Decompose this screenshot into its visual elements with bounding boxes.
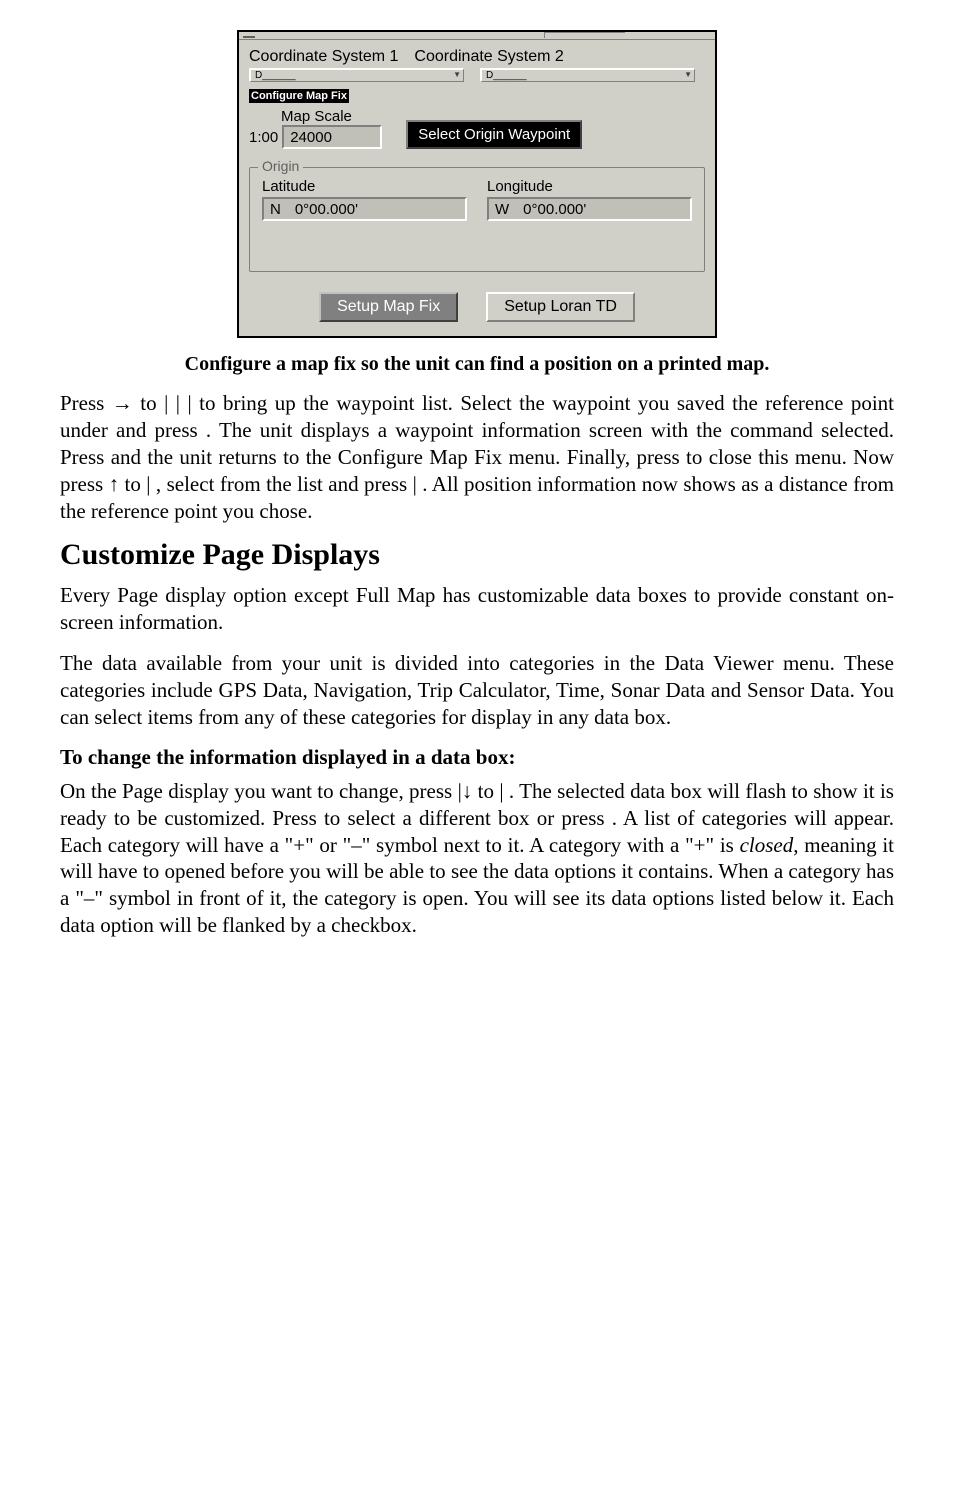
heading-customize-page-displays: Customize Page Displays (60, 538, 894, 572)
origin-legend: Origin (258, 158, 303, 174)
dialog-body: Map Scale 1:00 24000 Select Origin Waypo… (239, 108, 715, 336)
p1-part-d: | (187, 391, 199, 415)
latitude-hemisphere: N (270, 201, 281, 218)
p1-part-h: and the unit returns to the Configure Ma… (111, 445, 686, 469)
origin-group: Origin Latitude N 0°00.000' Longitude W (249, 167, 705, 272)
p1-part-a: Press → to (60, 391, 164, 415)
map-scale-row: Map Scale 1:00 24000 Select Origin Waypo… (249, 108, 705, 149)
latitude-column: Latitude N 0°00.000' (262, 178, 467, 221)
paragraph-3: The data available from your unit is div… (60, 650, 894, 731)
longitude-column: Longitude W 0°00.000' (487, 178, 692, 221)
map-scale-block: Map Scale 1:00 24000 (249, 108, 382, 149)
button-row: Setup Map Fix Setup Loran TD (249, 292, 705, 322)
dialog-top-decoration (239, 32, 715, 40)
coord-system-1-value: D______ (251, 70, 463, 81)
figure-container: Coordinate System 1 Coordinate System 2 … (60, 30, 894, 338)
p1-part-m: | (413, 472, 423, 496)
tab-dropdowns: D______ D______ (249, 68, 705, 82)
longitude-hemisphere: W (495, 201, 509, 218)
scale-prefix: 1:00 (249, 129, 278, 146)
p1-part-j: | (146, 472, 156, 496)
setup-map-fix-button[interactable]: Setup Map Fix (319, 292, 458, 322)
p4-part-e: to select a different box or press (324, 806, 612, 830)
select-origin-waypoint-button[interactable]: Select Origin Waypoint (406, 120, 582, 149)
p1-part-c: | (176, 391, 188, 415)
map-scale-label: Map Scale (281, 108, 382, 125)
longitude-label: Longitude (487, 178, 692, 195)
p4-part-b: |↓ to (458, 779, 500, 803)
paragraph-1: Press → to | | | to bring up the waypoin… (60, 390, 894, 524)
section-title: Configure Map Fix (249, 89, 349, 103)
tab-labels: Coordinate System 1 Coordinate System 2 (249, 48, 705, 66)
origin-columns: Latitude N 0°00.000' Longitude W 0°00.00… (262, 178, 692, 221)
p4-part-c: | (499, 779, 509, 803)
paragraph-4: On the Page display you want to change, … (60, 778, 894, 939)
figure-caption: Configure a map fix so the unit can find… (60, 353, 894, 376)
p4-closed-italic: closed (740, 833, 794, 857)
longitude-value: 0°00.000' (523, 201, 586, 218)
configure-map-fix-dialog: Coordinate System 1 Coordinate System 2 … (237, 30, 717, 338)
p1-part-b: | (164, 391, 176, 415)
latitude-input[interactable]: N 0°00.000' (262, 197, 467, 221)
tabs-area: Coordinate System 1 Coordinate System 2 … (239, 40, 715, 104)
latitude-value: 0°00.000' (295, 201, 358, 218)
paragraph-2: Every Page display option except Full Ma… (60, 582, 894, 636)
map-scale-input-row: 1:00 24000 (249, 125, 382, 149)
map-scale-input[interactable]: 24000 (282, 125, 382, 149)
longitude-input[interactable]: W 0°00.000' (487, 197, 692, 221)
subheading-change-info: To change the information displayed in a… (60, 745, 894, 770)
latitude-label: Latitude (262, 178, 467, 195)
p1-part-f: . The unit displays a waypoint informati… (206, 418, 821, 442)
p4-part-a: On the Page display you want to change, … (60, 779, 458, 803)
p1-part-k: , select (156, 472, 220, 496)
tab-coord-system-2[interactable]: Coordinate System 2 (414, 48, 563, 66)
coord-system-2-dropdown[interactable]: D______ (480, 68, 695, 82)
coord-system-1-dropdown[interactable]: D______ (249, 68, 464, 82)
setup-loran-td-button[interactable]: Setup Loran TD (486, 292, 635, 322)
coord-system-2-value: D______ (482, 70, 694, 81)
tab-coord-system-1[interactable]: Coordinate System 1 (249, 48, 398, 66)
p1-part-l: from the list and press (220, 472, 413, 496)
